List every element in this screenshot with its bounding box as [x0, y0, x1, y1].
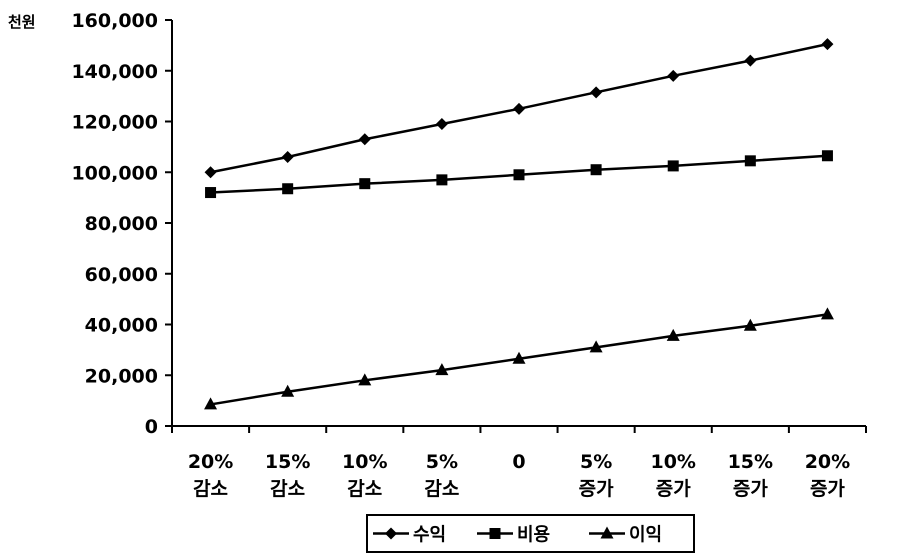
y-tick-label: 80,000: [85, 213, 158, 235]
legend-item: 비용: [477, 525, 550, 546]
data-point-triangle: [281, 384, 295, 397]
x-tick-label: 10%: [342, 451, 387, 473]
data-point-square: [821, 150, 833, 162]
data-point-triangle: [589, 340, 603, 353]
data-point-square: [744, 155, 756, 167]
x-tick-label: 0: [512, 451, 525, 473]
legend-marker-diamond: [385, 527, 397, 540]
legend-label: 이익: [629, 525, 662, 546]
y-tick-label: 0: [145, 416, 158, 438]
y-tick-label: 20,000: [85, 365, 158, 387]
series-lines: [204, 38, 834, 410]
x-tick-label: 감소: [270, 478, 305, 500]
x-tick-label: 5%: [426, 451, 458, 473]
x-tick-label: 증가: [579, 478, 614, 500]
data-point-diamond: [590, 86, 603, 99]
data-point-square: [205, 187, 217, 199]
y-tick-label: 60,000: [85, 264, 158, 286]
legend-marker-square: [489, 528, 501, 539]
series-2: [205, 150, 833, 199]
data-point-diamond: [667, 69, 680, 82]
y-tick-label: 40,000: [85, 315, 158, 337]
legend: 수익 비용 이익: [366, 514, 695, 553]
legend-marker-triangle: [600, 526, 614, 539]
x-tick-label: 15%: [728, 451, 773, 473]
data-point-square: [513, 169, 525, 181]
data-point-triangle: [820, 307, 834, 320]
legend-label: 비용: [517, 525, 550, 546]
data-point-triangle: [204, 397, 218, 410]
data-point-square: [359, 178, 371, 190]
legend-box: [366, 514, 695, 553]
data-point-diamond: [513, 102, 525, 115]
x-tick-label: 감소: [424, 478, 459, 500]
data-point-triangle: [743, 318, 757, 331]
x-tick-label: 10%: [650, 451, 695, 473]
x-axis-tick-labels: 20% 감소 15% 감소 10% 감소 5% 감소 0 5% 증가 10% 증가 15% 증가 20% 증가: [188, 451, 850, 500]
series-3: [204, 307, 834, 410]
data-point-diamond: [358, 133, 371, 146]
x-tick-label: 증가: [656, 478, 691, 500]
x-tick-label: 20%: [188, 451, 233, 473]
data-point-triangle: [358, 373, 372, 386]
data-point-diamond: [435, 118, 448, 131]
data-point-triangle: [512, 351, 526, 364]
data-point-triangle: [435, 363, 449, 376]
data-point-triangle: [666, 328, 680, 341]
y-tick-label: 100,000: [71, 162, 158, 184]
data-point-square: [590, 164, 602, 176]
x-tick-label: 감소: [347, 478, 382, 500]
data-point-square: [282, 183, 294, 195]
legend-label: 수익: [413, 525, 446, 546]
x-tick-label: 20%: [805, 451, 850, 473]
x-tick-label: 5%: [580, 451, 612, 473]
data-point-diamond: [821, 38, 834, 51]
y-tick-label: 160,000: [71, 10, 158, 32]
y-tick-label: 120,000: [71, 112, 158, 134]
data-point-diamond: [744, 54, 757, 67]
y-axis-unit-label: 천원: [8, 13, 36, 31]
data-point-diamond: [281, 151, 294, 164]
data-point-diamond: [204, 166, 217, 179]
legend-item: 수익: [373, 525, 446, 546]
y-tick-label: 140,000: [71, 61, 158, 83]
data-point-square: [667, 160, 679, 172]
chart-axes: [165, 19, 867, 433]
y-axis-tick-labels: 0 20,000 40,000 60,000 80,000 100,000 120,000 1…: [71, 10, 158, 438]
legend-item: 이익: [589, 525, 662, 546]
series-1: [204, 38, 834, 179]
x-tick-label: 증가: [733, 478, 768, 500]
data-point-square: [436, 174, 448, 186]
x-tick-label: 감소: [193, 478, 228, 500]
x-tick-label: 15%: [265, 451, 310, 473]
x-tick-label: 증가: [810, 478, 845, 500]
